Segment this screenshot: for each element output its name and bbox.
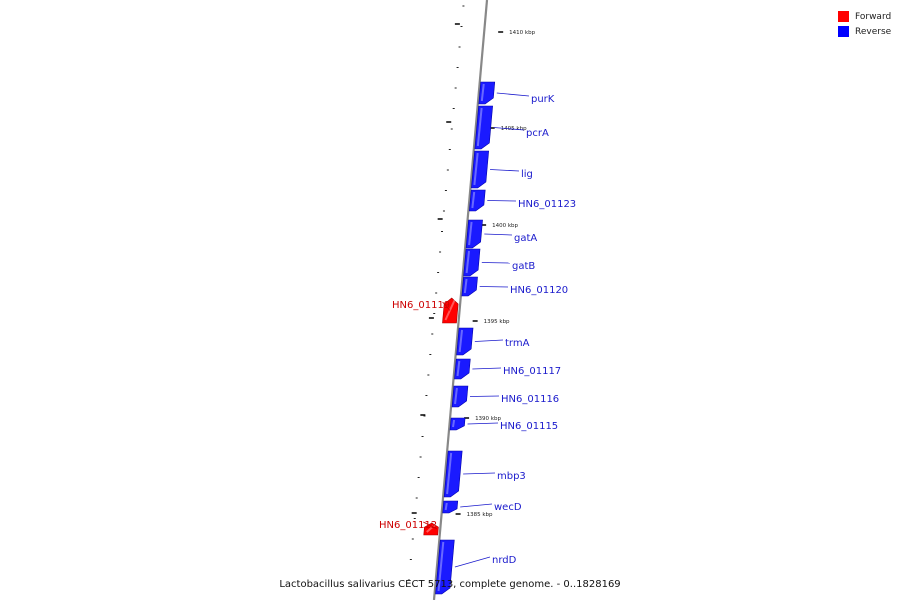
gene-connector — [472, 367, 502, 370]
gene-highlight — [468, 221, 473, 246]
tick-label: 1390 kbp — [475, 416, 501, 422]
gene-label-pcrA: pcrA — [526, 128, 549, 139]
legend-item-forward: Forward — [838, 9, 898, 24]
tick-label: 1410 kbp — [509, 30, 535, 36]
gene-arrow-HN6_01123 — [469, 189, 486, 212]
gene-label-gatA: gatA — [514, 233, 537, 244]
gene-connector — [474, 339, 504, 342]
gene-label-HN6_01123: HN6_01123 — [518, 199, 576, 210]
gene-highlight — [437, 541, 445, 592]
gene-highlight — [446, 452, 453, 495]
gene-connector — [460, 503, 493, 508]
gene-connector — [469, 395, 500, 397]
gene-label-HN6_01115: HN6_01115 — [500, 421, 558, 432]
gene-arrow-HN6_01112 — [423, 522, 439, 536]
gene-highlight — [471, 191, 476, 209]
gene-highlight — [444, 502, 448, 511]
gene-label-purK: purK — [531, 94, 555, 105]
gene-label-lig: lig — [521, 169, 533, 180]
gene-connector — [442, 301, 451, 311]
legend: Forward Reverse — [838, 9, 898, 39]
gene-connector — [484, 233, 513, 236]
tick-label: 1395 kbp — [484, 319, 510, 325]
gene-connector — [496, 92, 530, 97]
gene-connector — [423, 521, 438, 530]
gene-highlight — [473, 152, 479, 186]
gene-arrow-gatA — [465, 219, 483, 249]
gene-connector — [467, 422, 499, 425]
legend-label-reverse: Reverse — [855, 26, 892, 37]
gene-highlight — [476, 107, 483, 147]
reverse-swatch — [838, 26, 849, 37]
gene-label-HN6_01116: HN6_01116 — [501, 394, 559, 405]
gene-highlight — [456, 360, 461, 377]
tick-label: 1385 kbp — [467, 512, 493, 518]
gene-highlight — [480, 83, 485, 102]
gene-highlight — [463, 278, 468, 294]
gene-connector — [481, 262, 511, 264]
gene-connector — [463, 472, 496, 475]
genome-backbone — [432, 0, 489, 600]
gene-label-wecD: wecD — [494, 502, 522, 513]
gene-arrow-lig — [471, 150, 489, 189]
gene-arrow-HN6_01119 — [442, 297, 459, 324]
gene-arrow-purK — [478, 81, 496, 105]
gene-arrow-wecD — [442, 500, 459, 514]
gene-label-trmA: trmA — [505, 338, 530, 349]
gene-label-HN6_01112: HN6_01112 — [379, 520, 437, 531]
legend-label-forward: Forward — [855, 11, 892, 22]
gene-label-nrdD: nrdD — [492, 555, 517, 566]
gene-label-gatB: gatB — [512, 261, 535, 272]
gene-connector — [487, 200, 517, 202]
gene-label-HN6_01119: HN6_01119 — [392, 300, 450, 311]
gene-arrow-pcrA — [474, 105, 493, 150]
gene-connector — [454, 556, 491, 568]
gene-features — [423, 81, 496, 595]
gene-label-mbp3: mbp3 — [497, 471, 526, 482]
gene-arrow-HN6_01115 — [449, 417, 466, 431]
gene-highlight — [454, 387, 458, 405]
gene-arrow-trmA — [456, 327, 474, 356]
gene-arrow-mbp3 — [443, 450, 463, 498]
gene-arrow-HN6_01116 — [451, 385, 469, 408]
gene-label-HN6_01117: HN6_01117 — [503, 366, 561, 377]
gene-connector — [493, 127, 525, 131]
major-tick-marks — [411, 23, 504, 515]
minor-tick-marks — [407, 5, 465, 581]
genome-caption: Lactobacillus salivarius CECT 5713, comp… — [279, 579, 621, 590]
gene-highlight — [452, 419, 456, 428]
gene-label-HN6_01120: HN6_01120 — [510, 285, 568, 296]
legend-item-reverse: Reverse — [838, 24, 898, 39]
forward-swatch — [838, 11, 849, 22]
gene-arrow-HN6_01120 — [461, 276, 478, 297]
gene-connector — [490, 169, 520, 172]
tick-label: 1400 kbp — [492, 223, 518, 229]
gene-arrow-gatB — [463, 248, 481, 277]
gene-arrow-HN6_01117 — [454, 358, 471, 380]
gene-arrow-nrdD — [435, 539, 455, 595]
gene-labels: purK pcrA lig HN6_01123 gatA gatB HN6_01120 HN6… — [379, 92, 576, 568]
gene-highlight — [458, 329, 464, 353]
gene-highlight — [426, 524, 436, 533]
gene-highlight — [465, 250, 470, 274]
gene-connector — [479, 286, 509, 288]
